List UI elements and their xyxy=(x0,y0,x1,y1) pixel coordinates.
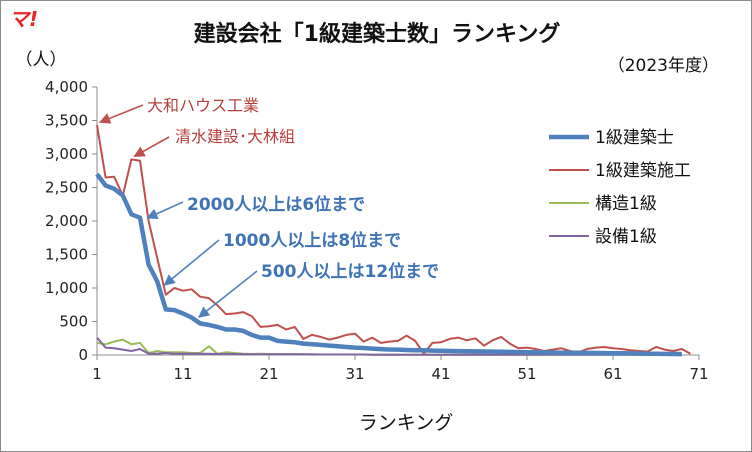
y-tick-label: 3,500 xyxy=(45,112,88,130)
y-tick-label: 3,000 xyxy=(45,145,88,163)
legend-entry: 設備1級 xyxy=(595,227,657,247)
x-tick-label: 1 xyxy=(92,365,102,383)
legend-entry: 構造1級 xyxy=(595,194,657,214)
annotation-text: 500人以上は12位まで xyxy=(261,261,439,282)
x-axis-label: ランキング xyxy=(359,412,453,434)
annotation-text: 清水建設･大林組 xyxy=(175,127,295,146)
annotation-text: 大和ハウス工業 xyxy=(147,96,259,115)
series-layer xyxy=(95,125,691,357)
x-tick-label: 61 xyxy=(603,365,622,383)
annotation-arrow xyxy=(163,239,220,286)
annotation-arrow xyxy=(98,104,144,124)
tick-labels: 0 500 1,000 1,500 2,000 2,500 3,000 3,500 4,000 1… xyxy=(45,78,709,383)
legend-entry: 1級建築施工 xyxy=(595,161,691,181)
x-tick-label: 11 xyxy=(173,365,192,383)
x-tick-label: 51 xyxy=(517,365,536,383)
logo: マ! xyxy=(9,7,39,31)
y-tick-label: 2,000 xyxy=(45,212,88,230)
legend-entry: 1級建築士 xyxy=(595,128,674,148)
y-tick-label: 1,000 xyxy=(45,279,88,297)
annotation-arrow xyxy=(133,136,170,158)
x-tick-label: 31 xyxy=(345,365,364,383)
y-tick-label: 2,500 xyxy=(45,179,88,197)
series-line-1 xyxy=(95,172,682,357)
annotation-text: 1000人以上は8位まで xyxy=(223,230,401,251)
x-tick-label: 41 xyxy=(431,365,450,383)
y-tick-label: 4,000 xyxy=(45,78,88,96)
chart-subtitle: （2023年度） xyxy=(608,56,719,76)
y-tick-label: 0 xyxy=(78,346,88,364)
y-tick-label: 500 xyxy=(59,313,88,331)
chart-title: 建設会社「1級建築士数」ランキング xyxy=(194,21,561,47)
y-tick-label: 1,500 xyxy=(45,246,88,264)
y-axis-unit: （人） xyxy=(16,50,67,70)
x-tick-label: 71 xyxy=(689,365,708,383)
annotation-text: 2000人以上は6位まで xyxy=(187,194,365,215)
annotation-arrow xyxy=(198,270,258,318)
x-tick-label: 21 xyxy=(259,365,278,383)
series-line-2 xyxy=(96,125,691,355)
annotation-arrow xyxy=(146,201,184,219)
